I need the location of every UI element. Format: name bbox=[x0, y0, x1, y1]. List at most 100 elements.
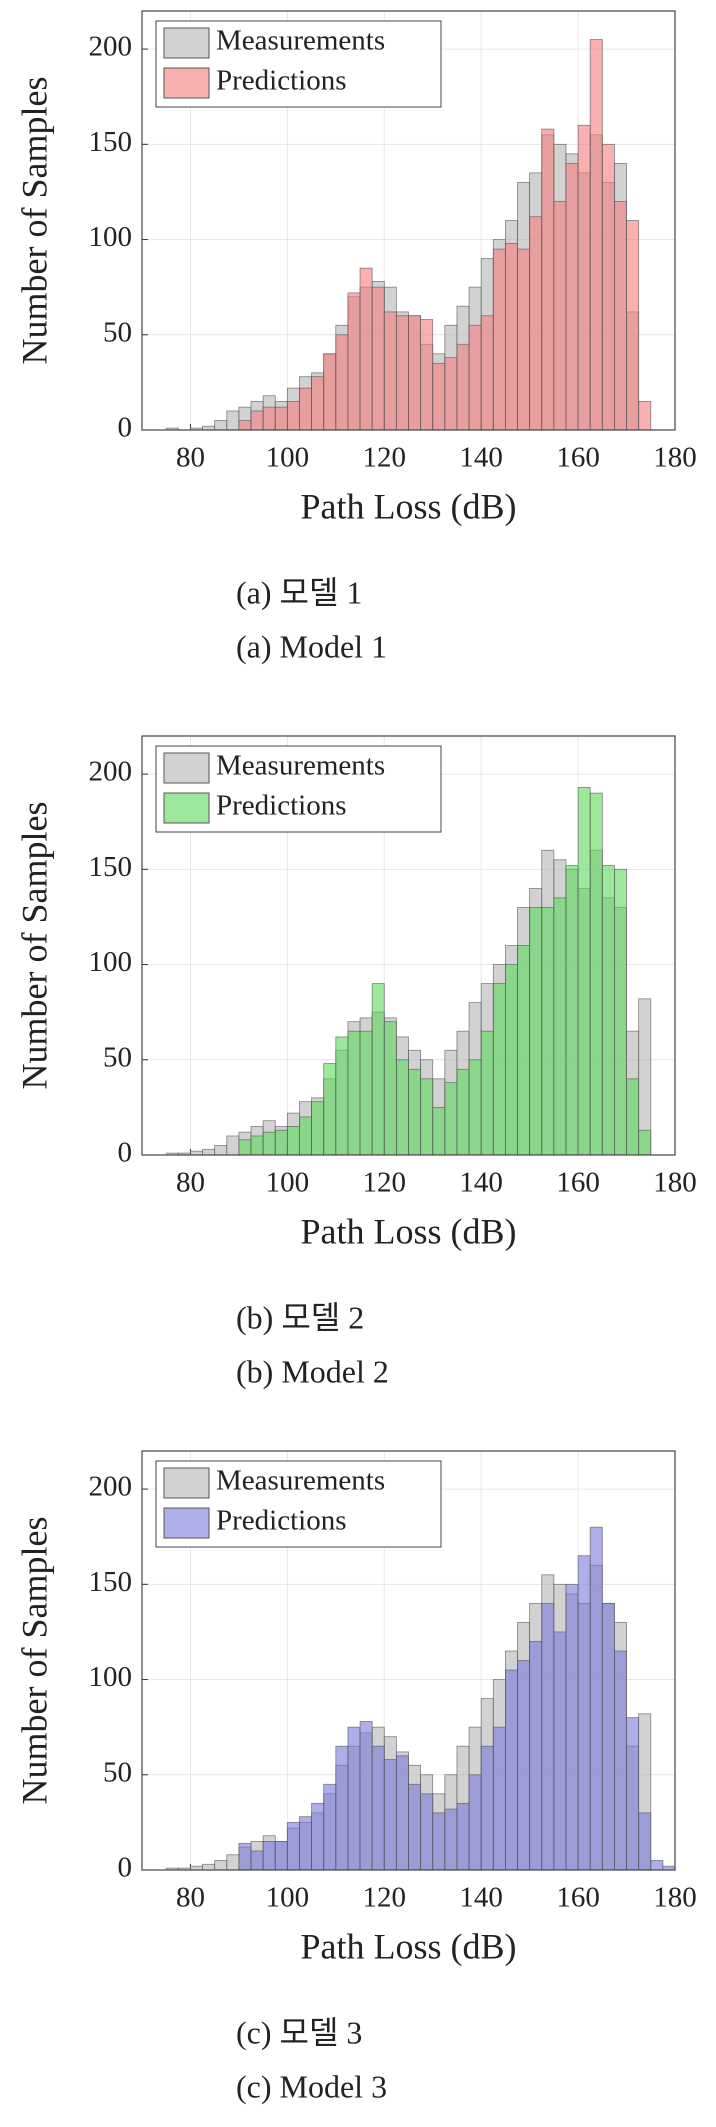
bar bbox=[541, 1602, 555, 1871]
bar bbox=[468, 324, 482, 431]
y-tick-label: 200 bbox=[89, 756, 133, 788]
bar bbox=[541, 128, 555, 431]
bar bbox=[238, 1842, 252, 1871]
bar bbox=[444, 1082, 458, 1156]
caption: (c) 모델 3 bbox=[236, 2014, 362, 2050]
bar bbox=[492, 1726, 506, 1871]
bar bbox=[408, 1783, 422, 1871]
bar bbox=[286, 401, 300, 431]
bar bbox=[311, 1802, 325, 1871]
bar bbox=[214, 1145, 228, 1156]
bar bbox=[517, 1660, 531, 1871]
legend-label: Measurements bbox=[216, 750, 385, 782]
bar bbox=[250, 1850, 264, 1871]
bar bbox=[432, 362, 446, 431]
y-tick-label: 50 bbox=[103, 1041, 132, 1073]
x-tick-label: 100 bbox=[266, 442, 310, 474]
bar bbox=[456, 343, 470, 431]
bar bbox=[529, 216, 543, 431]
x-tick-label: 80 bbox=[176, 442, 205, 474]
bar bbox=[614, 868, 627, 1156]
bar bbox=[480, 315, 494, 431]
legend-swatch bbox=[163, 792, 210, 824]
y-tick-label: 150 bbox=[89, 1566, 133, 1598]
legend-swatch bbox=[163, 67, 210, 99]
y-tick-label: 0 bbox=[118, 1137, 133, 1169]
y-tick-label: 0 bbox=[118, 412, 133, 444]
x-axis-label: Path Loss (dB) bbox=[301, 1926, 517, 1966]
bar bbox=[274, 406, 288, 431]
bar bbox=[214, 420, 228, 431]
caption: (c) Model 3 bbox=[236, 2068, 387, 2104]
chart: 80 100 120 140 160 180 0 50 100 150 200 Measurement… bbox=[14, 735, 697, 1389]
bar bbox=[347, 292, 361, 431]
legend-label: Measurements bbox=[216, 25, 385, 57]
bar bbox=[456, 1802, 470, 1871]
x-tick-label: 160 bbox=[556, 1167, 600, 1199]
bar bbox=[444, 357, 458, 431]
x-tick-label: 100 bbox=[266, 1882, 310, 1914]
x-tick-label: 140 bbox=[459, 1167, 503, 1199]
bar bbox=[432, 1106, 446, 1156]
bar bbox=[371, 983, 385, 1156]
legend-label: Predictions bbox=[216, 65, 347, 97]
bar bbox=[335, 334, 349, 431]
bar bbox=[299, 1816, 312, 1871]
bar bbox=[299, 1116, 312, 1156]
bar bbox=[480, 1745, 494, 1871]
y-tick-label: 100 bbox=[89, 221, 133, 253]
bar bbox=[408, 1068, 422, 1156]
x-tick-label: 140 bbox=[459, 1882, 503, 1914]
bar bbox=[359, 1030, 373, 1156]
y-tick-label: 100 bbox=[89, 1661, 133, 1693]
bar bbox=[541, 907, 555, 1156]
bar bbox=[226, 410, 240, 431]
bar bbox=[614, 1650, 627, 1871]
bar bbox=[577, 787, 591, 1156]
bar bbox=[311, 1101, 325, 1156]
chart: 80 100 120 140 160 180 0 50 100 150 200 Measurement… bbox=[14, 10, 697, 664]
bar bbox=[383, 1021, 397, 1156]
bar bbox=[650, 1860, 664, 1871]
bar bbox=[601, 865, 615, 1156]
caption: (a) Model 1 bbox=[236, 628, 387, 664]
y-tick-label: 200 bbox=[89, 31, 133, 63]
bar bbox=[432, 1812, 446, 1871]
legend-swatch bbox=[163, 1467, 210, 1499]
x-tick-label: 120 bbox=[363, 1882, 407, 1914]
bar bbox=[468, 1774, 482, 1871]
bar bbox=[286, 1126, 300, 1156]
bar bbox=[638, 401, 652, 431]
legend-label: Predictions bbox=[216, 1505, 347, 1537]
bar bbox=[359, 1721, 373, 1871]
bar bbox=[395, 315, 409, 431]
bar bbox=[335, 1745, 349, 1871]
bar bbox=[371, 1745, 385, 1871]
bar bbox=[589, 1526, 603, 1871]
x-axis-label: Path Loss (dB) bbox=[301, 1211, 517, 1251]
bar bbox=[262, 406, 276, 431]
x-tick-label: 120 bbox=[363, 442, 407, 474]
axes-frame bbox=[141, 1450, 676, 1871]
bar bbox=[505, 1669, 518, 1871]
y-axis-label: Number of Samples bbox=[14, 1517, 54, 1805]
bar bbox=[250, 410, 264, 431]
bar bbox=[420, 319, 434, 431]
bar bbox=[202, 1863, 216, 1871]
x-tick-label: 100 bbox=[266, 1167, 310, 1199]
bar bbox=[311, 376, 325, 431]
x-tick-label: 160 bbox=[556, 1882, 600, 1914]
y-axis-label: Number of Samples bbox=[14, 77, 54, 365]
caption: (b) 모델 2 bbox=[236, 1299, 364, 1335]
legend-swatch bbox=[163, 1507, 210, 1539]
bar bbox=[323, 1063, 337, 1156]
legend-swatch bbox=[163, 752, 210, 784]
bar bbox=[601, 1602, 615, 1871]
bar bbox=[238, 420, 252, 431]
bar bbox=[286, 1821, 300, 1871]
bar bbox=[274, 1841, 288, 1871]
bar bbox=[226, 1135, 240, 1156]
bar bbox=[589, 39, 603, 431]
caption: (a) 모델 1 bbox=[236, 574, 362, 610]
bar bbox=[505, 242, 518, 431]
